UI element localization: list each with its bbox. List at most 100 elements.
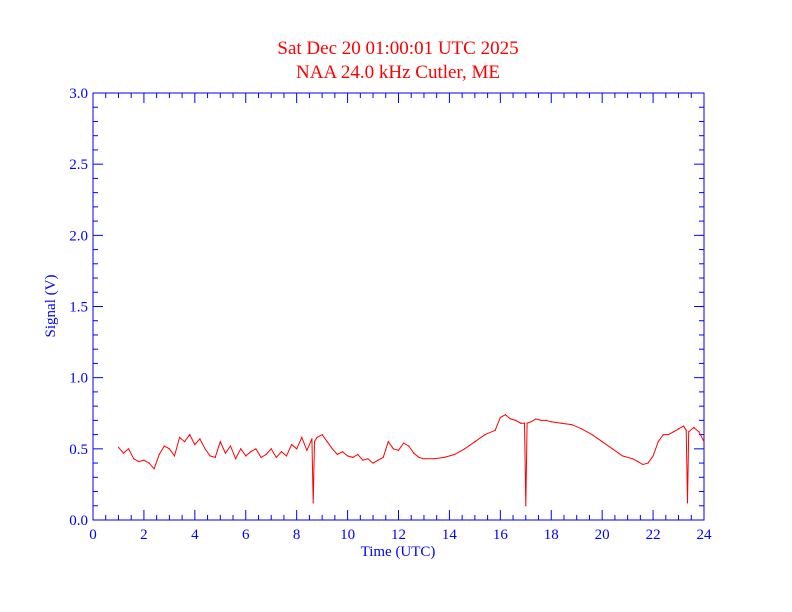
signal-data-point — [245, 455, 247, 457]
signal-data-point — [397, 449, 400, 451]
signal-data-point — [672, 431, 675, 433]
signal-data-point — [163, 445, 165, 447]
signal-data-point — [581, 428, 583, 430]
signal-data-point — [301, 436, 303, 439]
x-tick-label: 20 — [595, 527, 610, 543]
chart-title: Sat Dec 20 01:00:01 UTC 2025 — [277, 38, 518, 59]
signal-data-point — [214, 456, 216, 458]
signal-data-point — [260, 456, 262, 458]
signal-data-point — [413, 452, 415, 454]
signal-data-point — [336, 453, 338, 456]
signal-data-point — [637, 461, 639, 463]
x-tick-label: 8 — [293, 527, 301, 543]
signal-data-point — [677, 428, 680, 430]
signal-data-point — [520, 422, 522, 424]
y-tick-label: 2.5 — [69, 157, 88, 173]
signal-data-point — [703, 441, 705, 443]
signal-series-points — [117, 414, 705, 507]
signal-data-point — [143, 459, 145, 461]
x-tick-label: 6 — [242, 527, 250, 543]
signal-data-point — [255, 448, 257, 450]
signal-data-point — [693, 426, 695, 429]
signal-data-point — [530, 421, 532, 423]
signal-data-point — [128, 448, 130, 450]
signal-data-point — [153, 468, 155, 470]
signal-data-point — [647, 462, 649, 464]
signal-data-point — [550, 421, 552, 423]
signal-data-point — [219, 441, 221, 443]
x-tick-label: 10 — [340, 527, 355, 543]
signal-data-point — [443, 456, 445, 458]
signal-data-point — [540, 419, 542, 421]
signal-data-point — [515, 419, 517, 421]
signal-data-point — [209, 455, 211, 457]
signal-data-point — [184, 441, 186, 443]
signal-data-point — [621, 455, 624, 457]
signal-data-point — [686, 502, 689, 504]
x-tick-label: 0 — [89, 527, 97, 543]
signal-data-point — [523, 422, 526, 424]
signal-data-point — [362, 459, 364, 461]
signal-data-point — [392, 448, 395, 450]
signal-data-point — [642, 463, 644, 466]
signal-data-point — [632, 458, 634, 460]
signal-data-point — [173, 455, 176, 457]
signal-data-point — [312, 502, 314, 504]
y-tick-label: 0.0 — [69, 513, 88, 529]
signal-data-point — [148, 462, 150, 464]
signal-data-point — [270, 448, 272, 450]
signal-data-point — [591, 434, 593, 436]
signal-data-point — [138, 461, 140, 463]
signal-data-point — [387, 441, 389, 443]
y-tick-label: 1.5 — [69, 300, 88, 316]
signal-data-point — [484, 434, 486, 436]
signal-data-point — [234, 458, 237, 460]
x-tick-label: 4 — [191, 527, 199, 543]
signal-data-point — [499, 416, 501, 419]
signal-data-point — [494, 429, 496, 431]
y-tick-label: 3.0 — [69, 86, 88, 102]
signal-data-point — [377, 459, 379, 461]
signal-data-point — [265, 453, 267, 456]
signal-data-point — [526, 422, 528, 424]
y-axis-label: Signal (V) — [43, 275, 59, 338]
signal-data-point — [423, 458, 425, 460]
signal-data-point — [313, 441, 316, 443]
signal-data-point — [688, 431, 690, 433]
y-tick-label: 2.0 — [69, 228, 88, 244]
signal-data-point — [571, 424, 573, 426]
y-tick-label: 1.0 — [69, 371, 88, 387]
signal-data-point — [367, 458, 369, 460]
signal-data-point — [321, 434, 323, 436]
signal-data-point — [240, 448, 242, 450]
signal-data-point — [311, 438, 313, 440]
signal-data-point — [418, 456, 420, 458]
signal-data-point — [545, 419, 547, 421]
y-axis-tick-labels: 0.0 0.5 1.0 1.5 2.0 2.5 3.0 — [69, 86, 88, 529]
signal-data-point — [525, 505, 527, 507]
signal-data-point — [285, 455, 288, 457]
signal-data-point — [652, 455, 654, 457]
x-axis-tick-labels: 0 2 4 6 8 10 12 14 16 18 20 22 24 — [89, 527, 712, 543]
signal-data-point — [357, 453, 359, 456]
signal-data-point — [657, 441, 659, 443]
x-tick-label: 16 — [493, 527, 509, 543]
signal-data-point — [341, 451, 344, 453]
signal-data-point — [250, 451, 252, 453]
signal-data-point — [122, 452, 125, 454]
x-tick-label: 12 — [391, 527, 406, 543]
signal-data-point — [382, 456, 384, 458]
signal-data-point — [194, 443, 196, 446]
signal-data-point — [189, 434, 191, 436]
signal-data-point — [474, 441, 476, 443]
signal-data-point — [453, 453, 456, 456]
signal-data-point — [204, 448, 206, 450]
signal-data-point — [296, 448, 298, 450]
signal-data-point — [683, 425, 685, 427]
y-axis-ticks — [93, 92, 704, 521]
signal-data-point — [275, 456, 277, 458]
x-tick-label: 18 — [544, 527, 559, 543]
signal-data-point — [158, 453, 160, 456]
signal-data-point — [601, 441, 603, 443]
